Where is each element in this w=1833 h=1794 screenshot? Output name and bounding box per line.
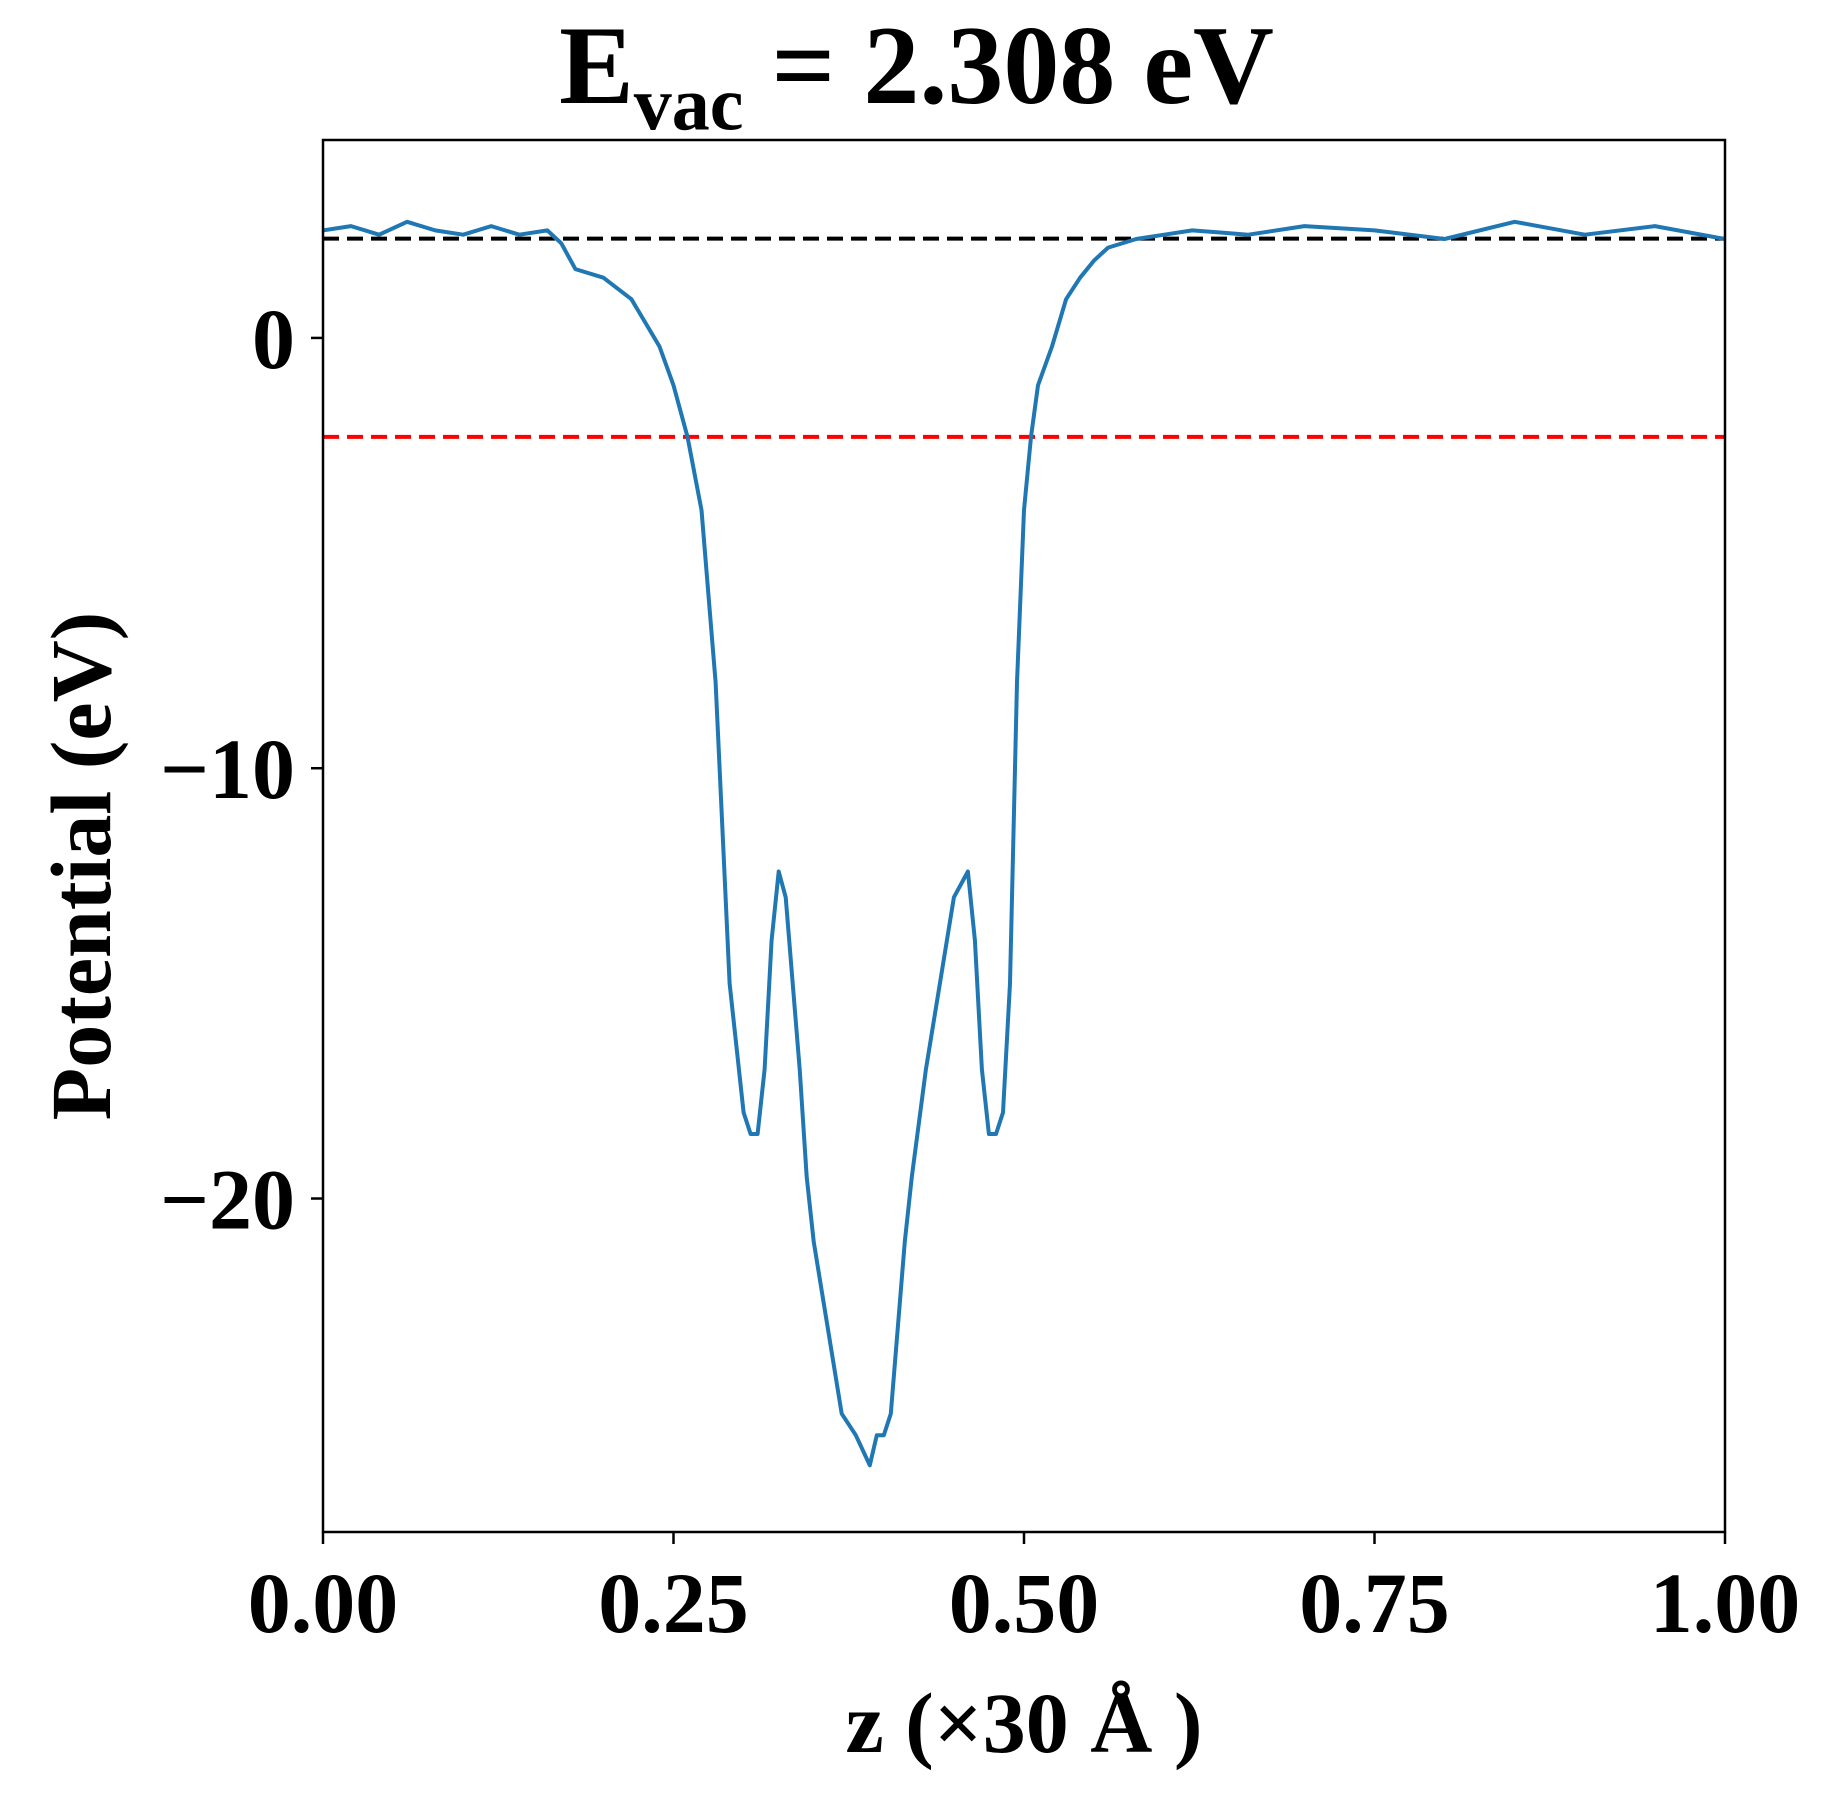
y-axis-ticks: 0 −10 −20 — [160, 291, 323, 1248]
chart-title: Evac = 2.308 eV — [0, 10, 1833, 143]
title-rest: = 2.308 eV — [743, 4, 1274, 128]
x-axis-label: z (×30 Å ) — [845, 1675, 1202, 1771]
x-tick-label: 1.00 — [1650, 1555, 1801, 1651]
x-tick-label: 0.00 — [248, 1555, 399, 1651]
y-tick-label: 0 — [252, 291, 295, 387]
x-tick-label: 0.50 — [949, 1555, 1100, 1651]
x-tick-label: 0.75 — [1299, 1555, 1450, 1651]
y-axis-label: Potential (eV) — [33, 612, 129, 1121]
x-tick-label: 0.25 — [598, 1555, 749, 1651]
y-tick-label: −10 — [160, 721, 295, 817]
plot-lines — [323, 219, 1725, 1468]
plot-frame — [321, 138, 1727, 1534]
title-subscript: vac — [633, 62, 744, 147]
x-axis-ticks: 0.00 0.25 0.50 0.75 1.00 — [248, 1532, 1801, 1651]
potential-series-line — [323, 219, 1725, 1468]
title-main: E — [559, 4, 634, 128]
y-tick-label: −20 — [160, 1152, 295, 1248]
